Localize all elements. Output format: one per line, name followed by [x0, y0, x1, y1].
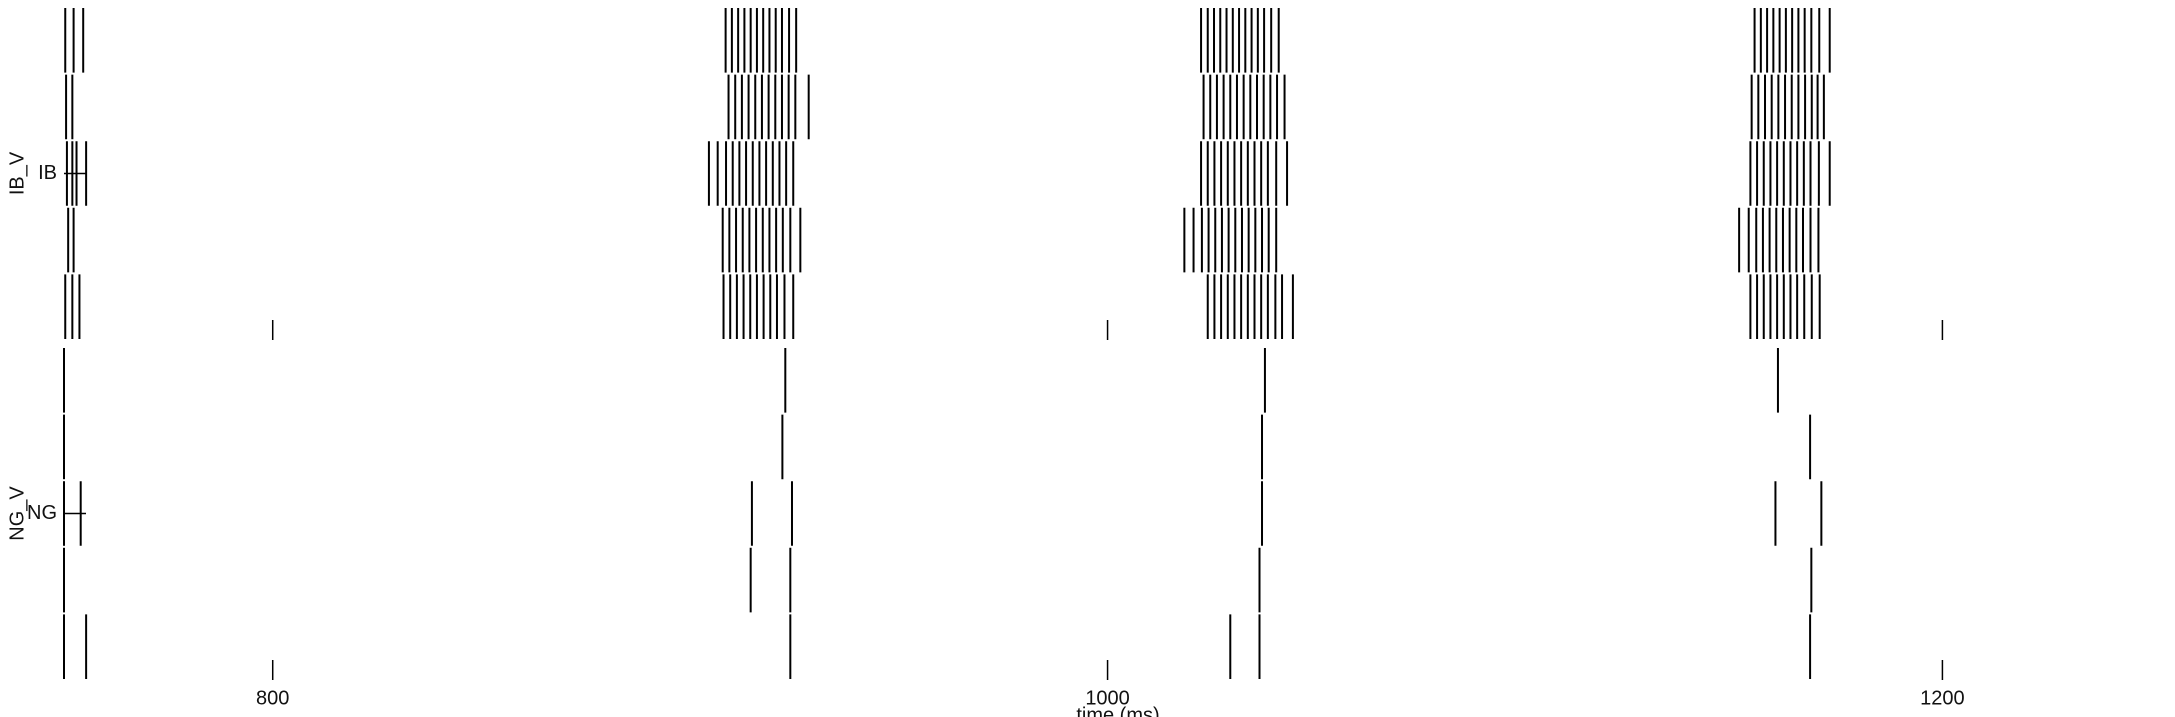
x-tick-label: 800: [256, 687, 289, 709]
group-label: NG: [27, 502, 57, 524]
group-label: IB: [38, 162, 57, 184]
x-tick-label: 1200: [1920, 687, 1965, 709]
x-tick-label: 1000: [1085, 687, 1130, 709]
y-axis-label: IB_V: [6, 151, 28, 195]
y-axis-label: NG_V: [6, 486, 28, 541]
x-axis-label: time (ms): [1076, 704, 1159, 717]
